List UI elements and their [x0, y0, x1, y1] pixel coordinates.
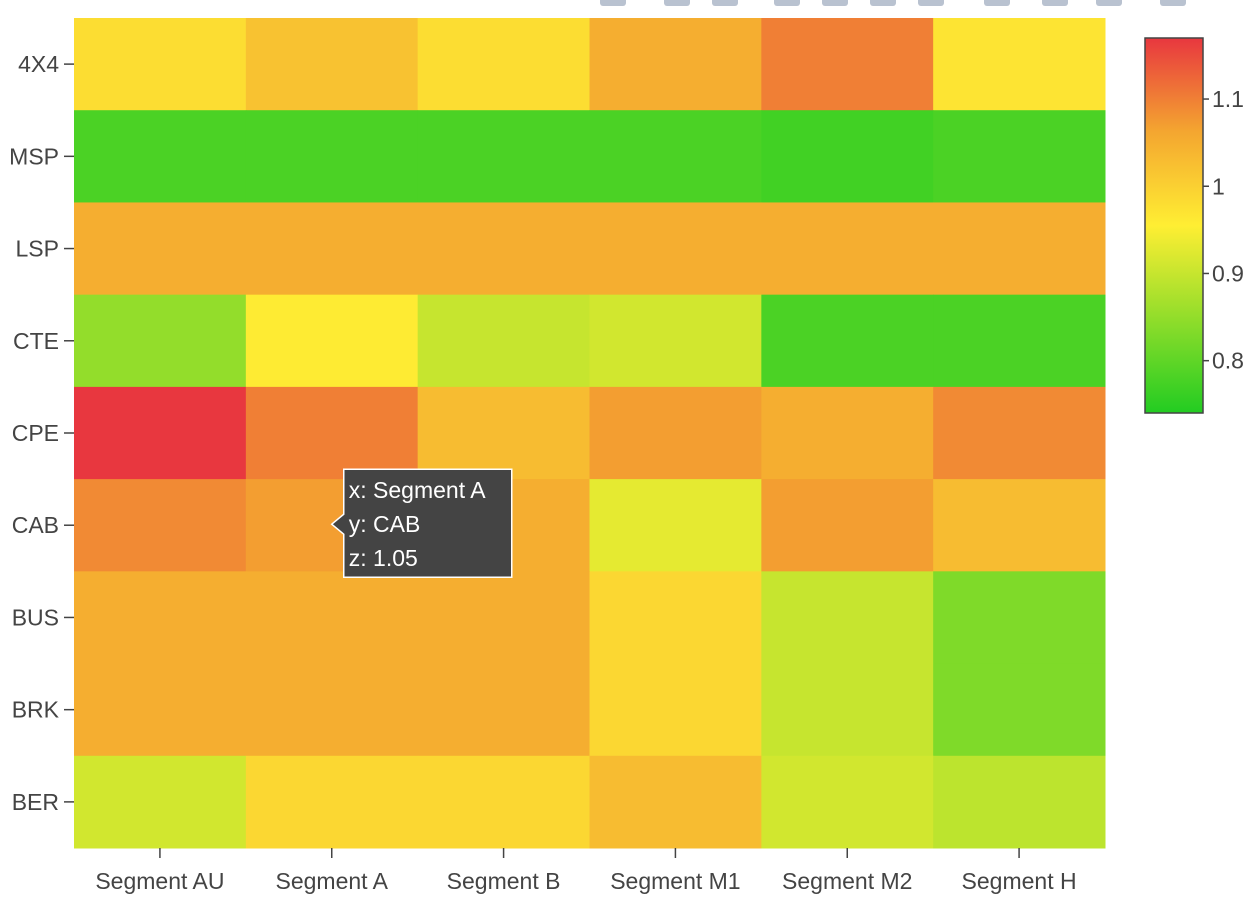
- heatmap-cell-cte-segment-m2[interactable]: [761, 294, 934, 388]
- heatmap-cell-ber-segment-h[interactable]: [933, 755, 1106, 849]
- heatmap-cell-cpe-segment-m2[interactable]: [761, 386, 934, 480]
- heatmap-cell-ber-segment-m2[interactable]: [761, 755, 934, 849]
- heatmap-cell-msp-segment-m1[interactable]: [589, 110, 762, 203]
- heatmap-cell-bus-segment-m2[interactable]: [761, 571, 934, 665]
- x-tick-label: Segment M1: [610, 868, 740, 894]
- heatmap-cell-bus-segment-b[interactable]: [417, 571, 590, 665]
- heatmap-cell-cab-segment-au[interactable]: [74, 479, 247, 572]
- heatmap-cell-msp-segment-a[interactable]: [245, 110, 419, 203]
- heatmap-cell-cte-segment-a[interactable]: [245, 294, 419, 388]
- tooltip-line: z: 1.05: [349, 545, 418, 571]
- y-tick-label: LSP: [16, 236, 59, 262]
- heatmap-cell-lsp-segment-a[interactable]: [245, 202, 419, 296]
- heatmap-cell-brk-segment-m2[interactable]: [761, 663, 934, 757]
- heatmap-cell-4x4-segment-au[interactable]: [74, 18, 247, 111]
- hover-closest-icon[interactable]: [1042, 0, 1068, 6]
- y-tick-label: CPE: [12, 420, 59, 446]
- heatmap-cell-bus-segment-au[interactable]: [74, 571, 247, 665]
- x-tick-label: Segment M2: [782, 868, 912, 894]
- x-tick-label: Segment A: [275, 868, 388, 894]
- heatmap-cell-4x4-segment-a[interactable]: [245, 18, 419, 111]
- x-tick-label: Segment H: [962, 868, 1077, 894]
- hover-compare-icon[interactable]: [1096, 0, 1122, 6]
- heatmap-cell-cte-segment-h[interactable]: [933, 294, 1106, 388]
- heatmap-cell-cab-segment-m1[interactable]: [589, 479, 762, 572]
- heatmap-cell-4x4-segment-h[interactable]: [933, 18, 1106, 111]
- y-tick-label: CTE: [13, 328, 59, 354]
- reset-axes-icon[interactable]: [918, 0, 944, 6]
- x-tick-label: Segment AU: [95, 868, 224, 894]
- zoom-in-icon[interactable]: [774, 0, 800, 6]
- zoom-out-icon[interactable]: [822, 0, 848, 6]
- heatmap-cell-cpe-segment-au[interactable]: [74, 386, 247, 480]
- heatmap-cell-ber-segment-m1[interactable]: [589, 755, 762, 849]
- heatmap-cell-bus-segment-h[interactable]: [933, 571, 1106, 665]
- heatmap-cell-cab-segment-m2[interactable]: [761, 479, 934, 572]
- colorbar: 0.8 0.9 1 1.1: [1144, 37, 1244, 414]
- x-tick-label: Segment B: [447, 868, 561, 894]
- y-tick-label: CAB: [12, 512, 59, 538]
- heatmap-cell-cpe-segment-b[interactable]: [417, 386, 590, 480]
- pan-icon[interactable]: [712, 0, 738, 6]
- heatmap-cell-lsp-segment-m1[interactable]: [589, 202, 762, 296]
- tooltip-box: [330, 468, 513, 578]
- colorbar-tick-label: 1.1: [1212, 86, 1244, 112]
- heatmap-cell-cte-segment-au[interactable]: [74, 294, 247, 388]
- colorbar-gradient: [1144, 37, 1204, 414]
- heatmap-cell-brk-segment-a[interactable]: [245, 663, 419, 757]
- heatmap-cell-cpe-segment-a[interactable]: [245, 386, 419, 480]
- heatmap-cell-cte-segment-m1[interactable]: [589, 294, 762, 388]
- heatmap-cell-msp-segment-au[interactable]: [74, 110, 247, 203]
- spike-icon[interactable]: [984, 0, 1010, 6]
- colorbar-tick-label: 1: [1212, 173, 1225, 199]
- y-axis: 4X4 MSP LSP CTE CPE CAB BUS BRK BER: [9, 51, 74, 815]
- heatmap-cell-cpe-segment-h[interactable]: [933, 386, 1106, 480]
- modebar: [600, 0, 1186, 6]
- heatmap-cells: [74, 18, 1106, 849]
- autoscale-icon[interactable]: [870, 0, 896, 6]
- colorbar-tick-label: 0.8: [1212, 348, 1244, 374]
- y-tick-label: 4X4: [18, 51, 59, 77]
- heatmap-cell-ber-segment-b[interactable]: [417, 755, 590, 849]
- heatmap-cell-lsp-segment-b[interactable]: [417, 202, 590, 296]
- heatmap-cell-lsp-segment-h[interactable]: [933, 202, 1106, 296]
- heatmap-cell-msp-segment-m2[interactable]: [761, 110, 934, 203]
- heatmap-cell-msp-segment-h[interactable]: [933, 110, 1106, 203]
- tooltip-line: y: CAB: [349, 511, 421, 537]
- hover-tooltip: x: Segment A y: CAB z: 1.05: [330, 468, 513, 578]
- tooltip-line: x: Segment A: [349, 477, 486, 503]
- heatmap-cell-bus-segment-m1[interactable]: [589, 571, 762, 665]
- heatmap-cell-ber-segment-a[interactable]: [245, 755, 419, 849]
- heatmap-cell-ber-segment-au[interactable]: [74, 755, 247, 849]
- heatmap-cell-cab-segment-h[interactable]: [933, 479, 1106, 572]
- heatmap-cell-lsp-segment-m2[interactable]: [761, 202, 934, 296]
- colorbar-tick-label: 0.9: [1212, 260, 1244, 286]
- heatmap-cell-bus-segment-a[interactable]: [245, 571, 419, 665]
- heatmap-cell-brk-segment-h[interactable]: [933, 663, 1106, 757]
- plotly-logo-icon[interactable]: [1160, 0, 1186, 6]
- heatmap-cell-4x4-segment-b[interactable]: [417, 18, 590, 111]
- y-tick-label: BRK: [12, 697, 60, 723]
- heatmap-cell-lsp-segment-au[interactable]: [74, 202, 247, 296]
- y-tick-label: BER: [12, 789, 59, 815]
- zoom-icon[interactable]: [664, 0, 690, 6]
- y-tick-label: MSP: [9, 143, 59, 169]
- y-tick-label: BUS: [12, 604, 59, 630]
- heatmap-cell-brk-segment-b[interactable]: [417, 663, 590, 757]
- heatmap-cell-brk-segment-m1[interactable]: [589, 663, 762, 757]
- heatmap-cell-cte-segment-b[interactable]: [417, 294, 590, 388]
- heatmap-cell-4x4-segment-m2[interactable]: [761, 18, 934, 111]
- heatmap-cell-msp-segment-b[interactable]: [417, 110, 590, 203]
- heatmap-cell-brk-segment-au[interactable]: [74, 663, 247, 757]
- heatmap-cell-cpe-segment-m1[interactable]: [589, 386, 762, 480]
- heatmap-cell-4x4-segment-m1[interactable]: [589, 18, 762, 111]
- x-axis: Segment AU Segment A Segment B Segment M1 Se…: [95, 848, 1077, 894]
- camera-icon[interactable]: [600, 0, 626, 6]
